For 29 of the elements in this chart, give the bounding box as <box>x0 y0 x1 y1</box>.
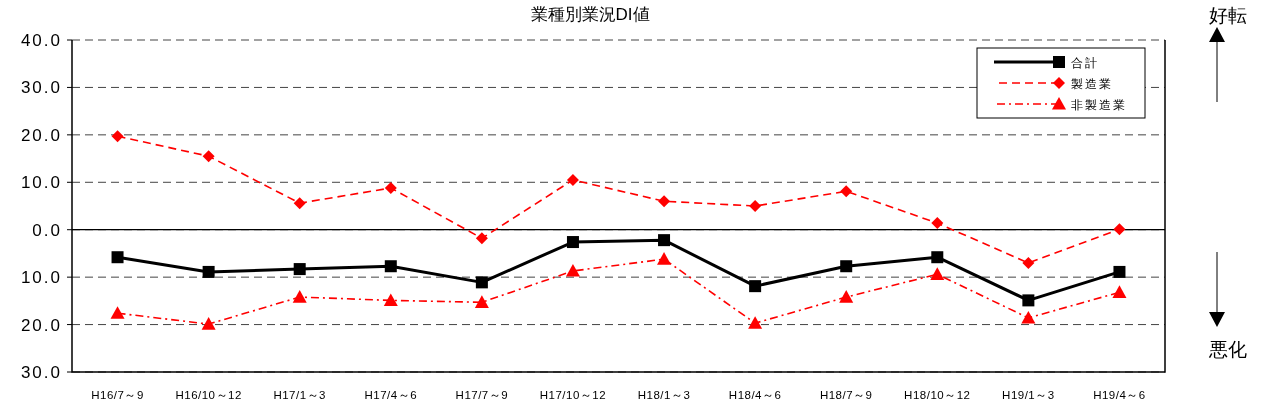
legend-item: 合計 <box>994 56 1099 70</box>
y-tick-label: 10.0 <box>20 268 62 288</box>
legend-label: 非製造業 <box>1071 98 1127 112</box>
x-tick-label: H18/4～6 <box>728 389 782 401</box>
x-tick-label: H19/1～3 <box>1002 389 1055 401</box>
legend-label: 合計 <box>1071 56 1099 70</box>
x-tick-label: H18/1～3 <box>637 389 691 401</box>
legend-item: 非製造業 <box>993 97 1127 112</box>
text: 悪化 <box>1208 339 1247 360</box>
x-tick-label: H17/10～12 <box>539 389 607 401</box>
x-tick-label: H16/7～9 <box>91 389 144 401</box>
legend-item: 製造業 <box>993 77 1113 91</box>
x-tick-label: H17/4～6 <box>364 389 418 401</box>
legend-label: 製造業 <box>1071 77 1113 91</box>
y-tick-label: 0.0 <box>32 220 62 240</box>
y-tick-label: 40.0 <box>20 31 62 50</box>
x-tick-label: H18/10～12 <box>904 389 971 401</box>
y-tick-label: 10.0 <box>20 173 62 193</box>
title: 業種別業況DI値 <box>530 5 650 24</box>
y-tick-label: 30.0 <box>20 363 62 382</box>
x-tick-label: H19/4～6 <box>1093 389 1146 401</box>
x-tick-label: H16/10～12 <box>175 389 242 401</box>
x-tick-label: H17/1～3 <box>273 389 327 401</box>
y-tick-label: 20.0 <box>20 315 62 335</box>
text: 好転 <box>1209 5 1247 26</box>
x-tick-label: H18/7～9 <box>819 389 873 401</box>
y-tick-label: 30.0 <box>20 78 62 98</box>
x-tick-label: H17/7～9 <box>455 389 509 401</box>
y-tick-label: 20.0 <box>20 125 62 145</box>
